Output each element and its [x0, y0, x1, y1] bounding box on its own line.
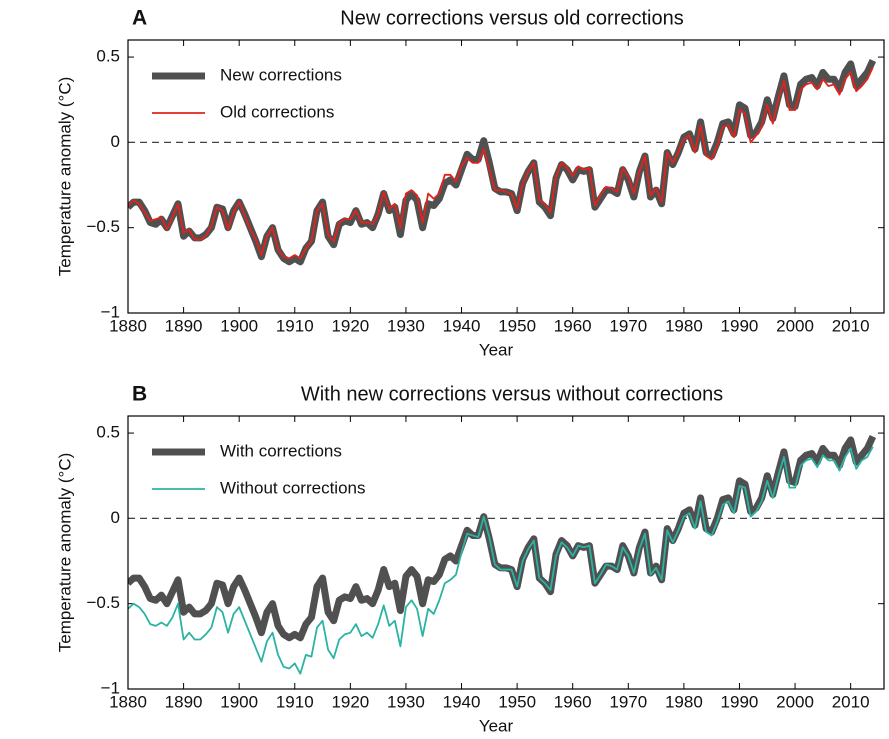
x-tick-label: 1980: [665, 692, 703, 711]
y-tick-label: −1: [101, 678, 120, 697]
y-axis-label: Temperature anomaly (°C): [55, 453, 74, 653]
x-tick-label: 1880: [109, 316, 147, 335]
x-tick-label: 1900: [220, 316, 258, 335]
x-tick-label: 1890: [165, 316, 203, 335]
x-axis-label: Year: [479, 340, 514, 359]
chart-title: New corrections versus old corrections: [340, 7, 683, 29]
chart-title: With new corrections versus without corr…: [301, 383, 723, 405]
x-tick-label: 2010: [832, 316, 870, 335]
y-tick-label: 0.5: [96, 47, 120, 66]
x-tick-label: 1930: [387, 692, 425, 711]
x-tick-label: 1960: [554, 316, 592, 335]
x-tick-label: 1950: [498, 692, 536, 711]
y-tick-label: −1: [101, 302, 120, 321]
x-tick-label: 1960: [554, 692, 592, 711]
x-tick-label: 1920: [331, 692, 369, 711]
data-line: [128, 66, 874, 260]
y-axis-label: Temperature anomaly (°C): [55, 77, 74, 277]
legend-label: With corrections: [220, 441, 342, 460]
x-tick-label: 1940: [443, 692, 481, 711]
x-tick-label: 1890: [165, 692, 203, 711]
legend-label: Without corrections: [220, 478, 366, 497]
panel-label: A: [132, 7, 147, 30]
x-tick-label: 1990: [721, 316, 759, 335]
y-tick-label: −0.5: [86, 217, 120, 236]
x-tick-label: 1940: [443, 316, 481, 335]
panel-label: B: [132, 383, 147, 406]
x-tick-label: 2010: [832, 692, 870, 711]
x-tick-label: 1900: [220, 692, 258, 711]
legend-label: Old corrections: [220, 102, 334, 121]
x-tick-label: 1950: [498, 316, 536, 335]
x-tick-label: 1920: [331, 316, 369, 335]
x-tick-label: 1980: [665, 316, 703, 335]
y-tick-label: 0.5: [96, 423, 120, 442]
plot-frame: [127, 415, 885, 690]
x-tick-label: 1970: [609, 316, 647, 335]
y-tick-label: 0: [111, 508, 120, 527]
x-axis-label: Year: [479, 716, 514, 734]
plot-area: [128, 59, 877, 266]
x-tick-label: 1880: [109, 692, 147, 711]
x-tick-label: 1910: [276, 692, 314, 711]
plot-area: [128, 435, 877, 675]
data-line: [128, 59, 877, 266]
x-tick-label: 2000: [776, 316, 814, 335]
x-tick-label: 1970: [609, 692, 647, 711]
x-tick-label: 1910: [276, 316, 314, 335]
x-tick-label: 1930: [387, 316, 425, 335]
legend-label: New corrections: [220, 65, 342, 84]
x-tick-label: 1990: [721, 692, 759, 711]
plot-frame: [127, 39, 885, 314]
x-tick-label: 2000: [776, 692, 814, 711]
y-tick-label: −0.5: [86, 593, 120, 612]
y-tick-label: 0: [111, 132, 120, 151]
data-line: [128, 446, 874, 675]
